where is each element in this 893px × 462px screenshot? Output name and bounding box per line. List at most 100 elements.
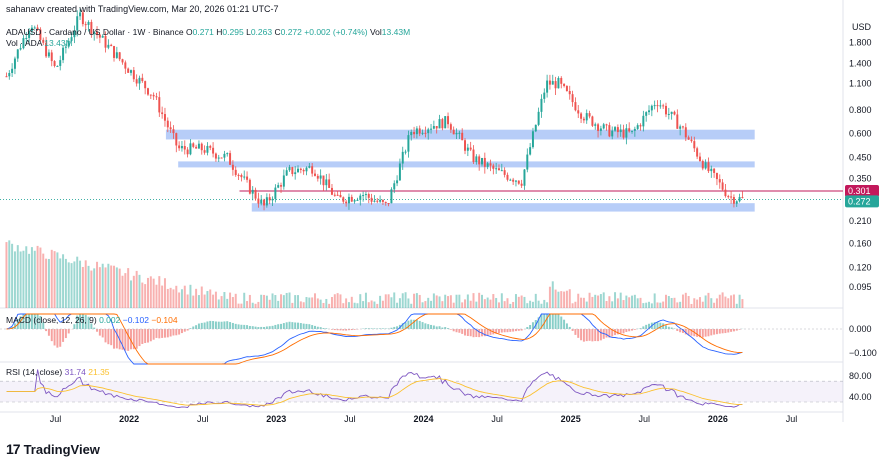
candle-body (303, 170, 305, 171)
volume-bar (130, 280, 132, 308)
volume-bar (526, 303, 528, 308)
macd-hist-bar (722, 329, 724, 333)
macd-hist-bar (422, 322, 424, 329)
candle-body (257, 199, 259, 204)
candle-body (322, 175, 324, 185)
zone-1 (178, 161, 755, 167)
candle-body (113, 46, 115, 58)
macd-hist-bar (707, 329, 709, 336)
volume-bar (676, 302, 678, 308)
volume-bar (297, 295, 299, 308)
volume-bar (532, 302, 534, 308)
candle-body (385, 202, 387, 203)
volume-bar (48, 259, 50, 308)
volume-bar (325, 299, 327, 308)
volume-bar (591, 297, 593, 308)
volume-group (5, 240, 743, 308)
volume-bar (495, 298, 497, 308)
candle-body (189, 143, 191, 154)
candle-body (668, 114, 670, 115)
macd-hist-bar (172, 329, 174, 335)
volume-bar (144, 284, 146, 308)
volume-bar (342, 303, 344, 308)
symbol-legend: ADAUSD · Cardano / US Dollar · 1W · Bina… (6, 27, 410, 37)
candle-body (407, 135, 409, 152)
volume-bar (654, 293, 656, 308)
candle-body (56, 66, 58, 67)
volume-bar (141, 283, 143, 308)
macd-hist-bar (634, 329, 636, 330)
candle-body (209, 146, 211, 148)
volume-bar (461, 302, 463, 308)
macd-hist-bar (218, 322, 220, 329)
macd-hist-bar (266, 326, 268, 329)
candle-body (161, 112, 163, 114)
candle-body (8, 73, 10, 76)
macd-hist-bar (461, 329, 463, 334)
candle-body (300, 169, 302, 170)
candle-body (447, 116, 449, 124)
volume-bar (464, 299, 466, 308)
candle-body (127, 69, 129, 73)
volume-bar (339, 294, 341, 308)
volume-bar (659, 303, 661, 308)
y-tick-label: 1.800 (849, 38, 872, 48)
candle-body (557, 78, 559, 88)
volume-bar (172, 289, 174, 308)
volume-bar (600, 294, 602, 308)
macd-hist-bar (274, 325, 276, 329)
volume-bar (170, 288, 172, 308)
rsi-tick-label: 40.00 (849, 392, 872, 402)
macd-hist-bar (623, 329, 625, 333)
candle-body (240, 175, 242, 177)
candle-body (153, 95, 155, 96)
macd-hist-bar (252, 326, 254, 329)
macd-hist-bar (263, 327, 265, 329)
volume-bar (198, 295, 200, 308)
macd-hist-bar (181, 329, 183, 333)
candle-body (14, 59, 16, 69)
zone-2 (252, 203, 755, 211)
volume-bar (515, 294, 517, 308)
macd-hist-bar (702, 329, 704, 337)
macd-hist-bar (260, 327, 262, 329)
rsi-tick-label: 80.00 (849, 371, 872, 381)
candle-body (263, 200, 265, 206)
currency-label: USD (852, 22, 871, 32)
candle-body (54, 61, 56, 66)
volume-bar (702, 302, 704, 308)
volume-bar (334, 294, 336, 308)
open-value: 0.271 (193, 27, 214, 37)
candle-body (628, 128, 630, 131)
macd-hist-bar (342, 329, 344, 331)
candle-body (555, 81, 557, 88)
candle-body (515, 181, 517, 182)
macd-hist-bar (62, 329, 64, 342)
candle-body (518, 181, 520, 184)
macd-hist-bar (238, 324, 240, 329)
volume-bar (133, 276, 135, 308)
volume-bar (28, 254, 30, 308)
macd-hist-bar (221, 322, 223, 329)
volume-bar (651, 303, 653, 308)
x-tick-label: Jul (50, 414, 62, 424)
volume-bar (589, 293, 591, 308)
volume-bar (473, 293, 475, 308)
macd-hist-bar (518, 329, 520, 331)
volume-bar (221, 296, 223, 308)
volume-bar (54, 251, 56, 308)
candle-body (719, 179, 721, 182)
volume-bar (240, 304, 242, 308)
candle-body (634, 129, 636, 131)
macd-hist-bar (48, 329, 50, 336)
macd-hist-bar (512, 329, 514, 332)
macd-hist-bar (240, 325, 242, 329)
macd-hist-bar (433, 325, 435, 329)
candle-body (512, 180, 514, 182)
candle-body (439, 119, 441, 128)
macd-hist-bar (139, 329, 141, 346)
candle-body (640, 125, 642, 126)
candle-body (206, 146, 208, 153)
volume-bar (563, 292, 565, 308)
